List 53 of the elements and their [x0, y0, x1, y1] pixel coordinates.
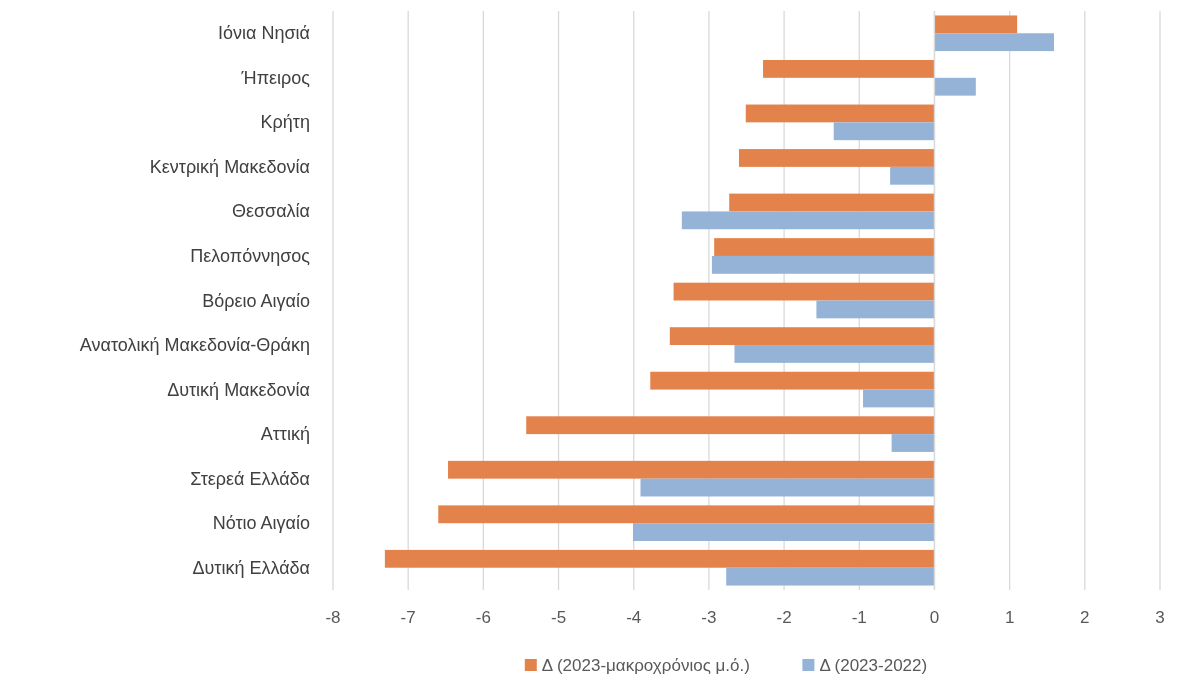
legend-label: Δ (2023-μακροχρόνιος μ.ό.) — [541, 656, 750, 675]
bar — [890, 166, 935, 185]
bar — [681, 211, 935, 230]
x-tick-label: -3 — [701, 608, 717, 627]
bar — [934, 77, 976, 96]
x-tick-label: 2 — [1080, 608, 1090, 627]
y-tick-label: Κεντρική Μακεδονία — [149, 156, 310, 177]
x-tick-label: -4 — [626, 608, 642, 627]
x-tick-label: 1 — [1004, 608, 1015, 627]
y-tick-label: Αττική — [260, 424, 310, 445]
bar — [726, 567, 935, 586]
bar — [738, 149, 935, 167]
x-tick-label: -8 — [325, 608, 341, 627]
bar — [714, 238, 935, 256]
bar — [650, 371, 935, 390]
y-tick-label: Ανατολική Μακεδονία-Θράκη — [79, 335, 310, 356]
y-tick-label: Ήπειρος — [240, 67, 311, 88]
bar — [526, 416, 935, 435]
bar — [448, 460, 935, 479]
bar — [384, 549, 935, 568]
bar — [673, 282, 935, 301]
x-tick-label: -2 — [776, 608, 792, 627]
y-tick-label: Θεσσαλία — [231, 201, 310, 222]
bar — [729, 193, 935, 212]
bar — [763, 59, 935, 78]
bar — [833, 122, 935, 141]
bar — [934, 33, 1054, 52]
bar — [734, 345, 935, 363]
x-tick-label: 0 — [929, 608, 940, 627]
x-tick-label: -1 — [851, 608, 867, 627]
y-tick-label: Ιόνια Νησιά — [218, 23, 310, 44]
y-tick-label: Δυτική Ελλάδα — [192, 557, 310, 578]
x-tick-label: -5 — [550, 608, 567, 627]
x-tick-label: 3 — [1155, 608, 1165, 627]
bar — [640, 478, 935, 497]
bar — [891, 434, 935, 452]
legend-label: Δ (2023-2022) — [819, 656, 928, 675]
y-tick-label: Κρήτη — [260, 112, 310, 133]
bar — [632, 523, 935, 542]
bar — [745, 104, 935, 123]
x-tick-label: -7 — [400, 608, 416, 627]
y-tick-label: Στερεά Ελλάδα — [190, 468, 310, 489]
x-tick-label: -6 — [475, 608, 491, 627]
y-tick-label: Δυτική Μακεδονία — [167, 379, 310, 400]
y-tick-label: Πελοπόννησος — [190, 245, 311, 266]
y-tick-label: Βόρειο Αιγαίο — [202, 290, 310, 311]
bar — [816, 300, 935, 319]
bar — [438, 505, 935, 524]
bar — [669, 327, 935, 346]
bar — [711, 255, 935, 274]
bar — [934, 15, 1018, 34]
y-tick-label: Νότιο Αιγαίο — [212, 513, 310, 534]
bar — [863, 389, 935, 408]
